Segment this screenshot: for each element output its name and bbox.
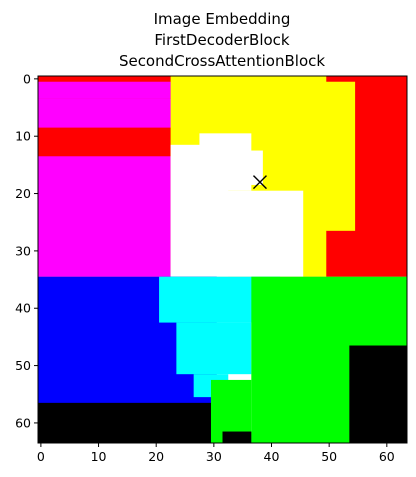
heatmap-region-black: [222, 431, 252, 443]
point-marker: [252, 175, 267, 190]
title-line-1: Image Embedding: [154, 10, 291, 28]
heatmap-region-black: [349, 345, 407, 443]
y-tick-label: 0: [23, 71, 31, 86]
x-tick-label: 30: [206, 449, 222, 464]
x-tick-label: 0: [37, 449, 45, 464]
heatmap-region-cyan: [176, 322, 252, 375]
x-tick-label: 10: [91, 449, 107, 464]
x-tick-label: 60: [379, 449, 395, 464]
y-tick-label: 60: [15, 415, 31, 430]
heatmap-region-white: [210, 190, 304, 277]
heatmap-region-yellow: [303, 81, 356, 231]
y-tick-label: 10: [15, 129, 31, 144]
y-tick-label: 50: [15, 358, 31, 373]
y-tick-label: 30: [15, 243, 31, 258]
heatmap-region-magenta: [38, 156, 177, 277]
heatmap-region-magenta: [38, 98, 183, 128]
y-tick-label: 20: [15, 186, 31, 201]
heatmap-regions: [38, 76, 407, 443]
x-tick-label: 40: [264, 449, 280, 464]
heatmap-region-black: [38, 402, 211, 443]
x-tick-label: 50: [321, 449, 337, 464]
title-line-2: FirstDecoderBlock: [154, 31, 290, 49]
heatmap-plot-area: [37, 75, 408, 444]
axes-frame: [37, 75, 408, 444]
x-axis: 0 10 20 30 40 50 60: [37, 443, 395, 464]
marker-stroke: [252, 175, 267, 190]
x-tick-label: 20: [148, 449, 164, 464]
title-line-3: SecondCrossAttentionBlock: [119, 52, 325, 70]
y-axis: 0 10 20 30 40 50 60: [15, 71, 38, 430]
heatmap-region-magenta: [38, 81, 171, 99]
y-tick-label: 40: [15, 301, 31, 316]
